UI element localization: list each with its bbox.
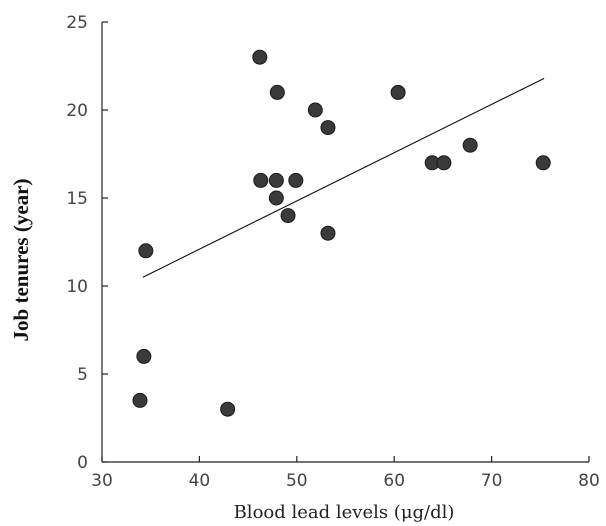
data-point — [436, 155, 452, 171]
x-tick-label: 50 — [286, 471, 308, 491]
data-point — [136, 348, 152, 364]
data-point — [535, 155, 551, 171]
y-tick-label: 5 — [77, 365, 88, 385]
x-tick-label: 70 — [481, 471, 503, 491]
y-axis-ticks: 0 5 10 15 20 25 — [66, 13, 108, 473]
y-tick-label: 20 — [66, 101, 88, 121]
data-point — [132, 392, 148, 408]
data-point — [307, 102, 323, 118]
x-axis-ticks: 30 40 50 60 70 80 — [91, 456, 600, 491]
data-point — [138, 243, 154, 259]
y-tick-label: 15 — [66, 189, 88, 209]
x-tick-label: 40 — [189, 471, 211, 491]
data-point — [269, 84, 285, 100]
axes — [101, 22, 589, 463]
data-point — [390, 84, 406, 100]
data-point — [253, 172, 269, 188]
data-point — [268, 190, 284, 206]
data-point — [462, 137, 478, 153]
data-point — [320, 225, 336, 241]
y-tick-label: 0 — [77, 453, 88, 473]
data-point — [320, 120, 336, 136]
data-point — [280, 208, 296, 224]
x-tick-label: 30 — [91, 471, 113, 491]
data-point — [268, 172, 284, 188]
data-points — [132, 49, 551, 417]
y-tick-label: 25 — [66, 13, 88, 33]
data-point — [220, 401, 236, 417]
trend-line — [142, 77, 545, 278]
x-tick-label: 60 — [383, 471, 405, 491]
x-tick-label: 80 — [578, 471, 600, 491]
x-axis-label: Blood lead levels (μg/dl) — [234, 502, 455, 523]
data-point — [288, 172, 304, 188]
y-axis-label: Job tenures (year) — [9, 179, 33, 342]
data-point — [252, 49, 268, 65]
y-tick-label: 10 — [66, 277, 88, 297]
